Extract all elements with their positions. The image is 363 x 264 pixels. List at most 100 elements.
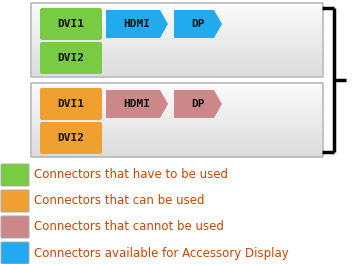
Bar (32, 111, 322, 113)
Bar (32, 147, 322, 149)
Bar (32, 116, 322, 119)
Bar (32, 89, 322, 92)
Bar (32, 140, 322, 142)
Bar (32, 125, 322, 128)
FancyBboxPatch shape (1, 242, 29, 264)
Bar (32, 8, 322, 10)
Text: DVI2: DVI2 (57, 133, 85, 143)
Bar (32, 10, 322, 12)
Bar (32, 150, 322, 153)
FancyBboxPatch shape (40, 42, 102, 74)
Bar (32, 31, 322, 33)
Bar (32, 53, 322, 55)
FancyBboxPatch shape (40, 88, 102, 120)
Text: Connectors that have to be used: Connectors that have to be used (34, 168, 228, 182)
Bar (32, 122, 322, 124)
Bar (32, 38, 322, 40)
Bar (32, 93, 322, 95)
Bar (32, 138, 322, 140)
Bar (32, 20, 322, 22)
Text: DP: DP (191, 99, 205, 109)
Polygon shape (174, 90, 222, 118)
Bar (32, 120, 322, 122)
Bar (32, 6, 322, 8)
Bar (32, 29, 322, 31)
Bar (32, 129, 322, 131)
Bar (32, 27, 322, 30)
Bar (32, 136, 322, 139)
Bar (32, 152, 322, 155)
Bar (32, 47, 322, 50)
Bar (32, 36, 322, 39)
Bar (32, 95, 322, 97)
Bar (32, 154, 322, 157)
Text: Connectors that can be used: Connectors that can be used (34, 195, 204, 208)
Bar (32, 35, 322, 37)
Bar (32, 56, 322, 59)
Bar (32, 42, 322, 44)
Bar (32, 62, 322, 64)
Text: DVI1: DVI1 (57, 19, 85, 29)
Polygon shape (174, 10, 222, 38)
Bar (32, 65, 322, 68)
Bar (32, 51, 322, 53)
Bar (32, 13, 322, 15)
Text: HDMI: HDMI (123, 19, 151, 29)
Bar (32, 70, 322, 73)
Bar (32, 45, 322, 48)
Bar (32, 54, 322, 57)
Bar (32, 106, 322, 108)
Bar (32, 33, 322, 35)
Bar (32, 18, 322, 21)
Text: DP: DP (191, 19, 205, 29)
Bar (32, 109, 322, 111)
Text: HDMI: HDMI (123, 99, 151, 109)
Bar (32, 15, 322, 17)
FancyBboxPatch shape (40, 8, 102, 40)
Bar (32, 104, 322, 106)
Bar (32, 100, 322, 102)
Bar (32, 127, 322, 130)
Bar (32, 145, 322, 148)
Bar (32, 4, 322, 6)
Bar (32, 124, 322, 126)
Bar (32, 72, 322, 75)
Bar (32, 84, 322, 86)
Bar (32, 134, 322, 137)
FancyBboxPatch shape (40, 122, 102, 154)
Bar (32, 98, 322, 101)
Bar (32, 58, 322, 60)
Bar (32, 91, 322, 93)
Bar (32, 97, 322, 99)
Bar (32, 118, 322, 120)
Bar (32, 115, 322, 117)
Bar (32, 69, 322, 71)
Text: DVI1: DVI1 (57, 99, 85, 109)
Text: DVI2: DVI2 (57, 53, 85, 63)
Text: Connectors available for Accessory Display: Connectors available for Accessory Displ… (34, 247, 289, 260)
Bar (32, 63, 322, 66)
Bar (32, 113, 322, 115)
Bar (32, 67, 322, 69)
Bar (32, 17, 322, 19)
Bar (32, 142, 322, 144)
FancyBboxPatch shape (1, 164, 29, 186)
FancyBboxPatch shape (1, 216, 29, 238)
Bar (32, 24, 322, 26)
Bar (32, 44, 322, 46)
Bar (32, 22, 322, 24)
Bar (32, 133, 322, 135)
Bar (32, 26, 322, 28)
Text: Connectors that cannot be used: Connectors that cannot be used (34, 220, 224, 233)
FancyBboxPatch shape (1, 190, 29, 212)
Bar (32, 149, 322, 151)
Bar (32, 143, 322, 146)
Bar (32, 11, 322, 13)
Bar (32, 107, 322, 110)
Bar (32, 86, 322, 88)
Bar (32, 102, 322, 104)
Polygon shape (106, 10, 168, 38)
Bar (32, 60, 322, 62)
Bar (32, 131, 322, 133)
Bar (32, 74, 322, 77)
